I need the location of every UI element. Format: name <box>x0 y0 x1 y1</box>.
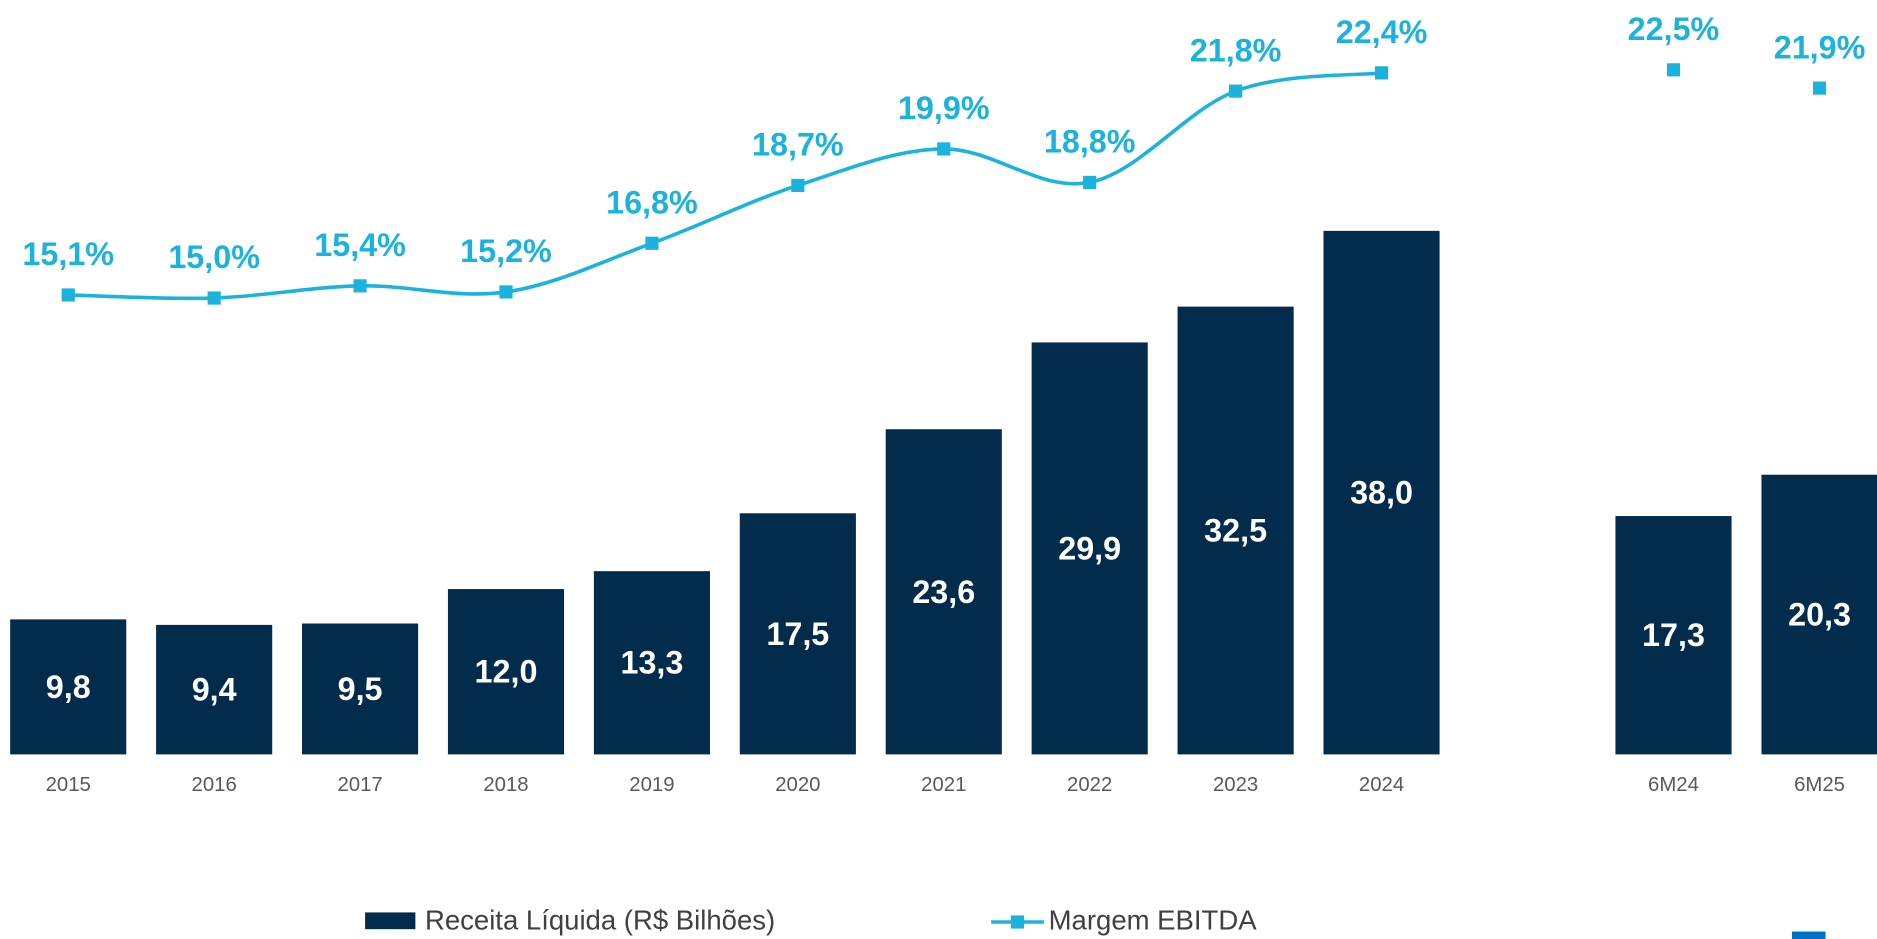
bar <box>1031 342 1148 755</box>
bar <box>885 429 1002 755</box>
x-tick-label: 2022 <box>1067 774 1112 796</box>
line-value-label: 18,8% <box>1044 124 1136 160</box>
legend-label: Receita Líquida (R$ Bilhões) <box>425 904 775 935</box>
line-value-label: 15,1% <box>22 236 114 272</box>
line-value-label: 21,8% <box>1190 32 1282 68</box>
marker <box>353 279 367 293</box>
bar-value-label: 23,6 <box>912 574 975 610</box>
bar-value-label: 12,0 <box>475 654 538 690</box>
marker <box>207 291 221 305</box>
marker <box>1812 81 1827 95</box>
bar <box>10 619 127 755</box>
bar <box>1615 516 1732 755</box>
marker <box>1229 84 1243 98</box>
x-tick-label: 6M24 <box>1648 774 1699 796</box>
bar-value-label: 38,0 <box>1350 475 1413 511</box>
x-tick-label: 2023 <box>1213 774 1258 796</box>
line-value-label: 19,9% <box>898 90 990 126</box>
legend-swatch <box>365 912 416 930</box>
x-tick-label: 2021 <box>921 774 966 796</box>
marker <box>1374 66 1389 80</box>
bar <box>739 513 856 755</box>
bar-value-label: 20,3 <box>1788 596 1851 632</box>
x-tick-label: 2018 <box>483 774 528 796</box>
marker <box>1083 175 1097 189</box>
line-value-label: 22,4% <box>1336 14 1428 50</box>
bar <box>593 571 710 755</box>
bar-value-label: 13,3 <box>620 645 683 681</box>
bar-value-label: 9,8 <box>46 669 91 705</box>
x-tick-label: 2016 <box>192 774 237 796</box>
bar-value-label: 9,4 <box>192 672 237 708</box>
bar <box>1323 230 1440 755</box>
marker <box>791 178 805 193</box>
marker <box>937 142 951 156</box>
bar-value-label: 17,5 <box>766 616 829 652</box>
bar-value-label: 29,9 <box>1058 530 1121 566</box>
legend-fragment <box>1792 931 1826 939</box>
bar-value-label: 9,5 <box>338 671 383 707</box>
marker <box>61 288 75 302</box>
line-value-label: 22,5% <box>1628 11 1720 47</box>
line-value-label: 15,0% <box>168 239 260 275</box>
x-tick-label: 2024 <box>1359 774 1404 796</box>
bar <box>156 624 273 755</box>
line-value-label: 21,9% <box>1774 29 1866 65</box>
line <box>68 71 1382 301</box>
bar-value-label: 32,5 <box>1204 512 1267 548</box>
bar <box>447 589 565 755</box>
marker <box>499 285 513 299</box>
marker <box>645 236 659 250</box>
x-tick-label: 2015 <box>46 774 91 796</box>
line-value-label: 15,2% <box>460 233 552 269</box>
x-tick-label: 2019 <box>629 774 674 796</box>
x-tick-label: 6M25 <box>1794 774 1845 796</box>
legend-swatch <box>1010 915 1025 929</box>
marker <box>1666 63 1681 77</box>
line-value-label: 15,4% <box>314 227 406 263</box>
bar <box>1177 306 1294 755</box>
x-tick-label: 2020 <box>775 774 820 796</box>
line-value-label: 16,8% <box>606 184 698 220</box>
bar <box>302 623 419 755</box>
bar-value-label: 17,3 <box>1642 617 1705 653</box>
legend-label: Margem EBITDA <box>1049 904 1258 935</box>
bar <box>1761 474 1877 755</box>
x-tick-label: 2017 <box>337 774 382 796</box>
line-value-label: 18,7% <box>752 127 844 163</box>
